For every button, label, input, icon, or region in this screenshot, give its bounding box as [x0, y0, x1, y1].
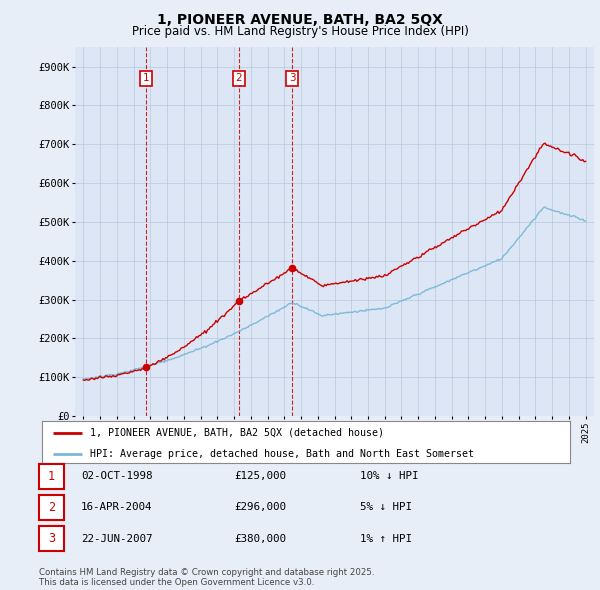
Text: 1% ↑ HPI: 1% ↑ HPI — [360, 534, 412, 543]
Text: HPI: Average price, detached house, Bath and North East Somerset: HPI: Average price, detached house, Bath… — [89, 449, 473, 459]
Text: 1: 1 — [48, 470, 55, 483]
Text: £380,000: £380,000 — [234, 534, 286, 543]
Text: 3: 3 — [48, 532, 55, 545]
Text: £125,000: £125,000 — [234, 471, 286, 481]
Text: 2: 2 — [236, 73, 242, 83]
Text: 1, PIONEER AVENUE, BATH, BA2 5QX: 1, PIONEER AVENUE, BATH, BA2 5QX — [157, 13, 443, 27]
Text: 22-JUN-2007: 22-JUN-2007 — [81, 534, 152, 543]
Text: £296,000: £296,000 — [234, 503, 286, 512]
Text: 02-OCT-1998: 02-OCT-1998 — [81, 471, 152, 481]
Text: Contains HM Land Registry data © Crown copyright and database right 2025.
This d: Contains HM Land Registry data © Crown c… — [39, 568, 374, 587]
Text: 10% ↓ HPI: 10% ↓ HPI — [360, 471, 419, 481]
Text: Price paid vs. HM Land Registry's House Price Index (HPI): Price paid vs. HM Land Registry's House … — [131, 25, 469, 38]
Text: 1, PIONEER AVENUE, BATH, BA2 5QX (detached house): 1, PIONEER AVENUE, BATH, BA2 5QX (detach… — [89, 428, 383, 438]
Text: 1: 1 — [143, 73, 149, 83]
Text: 3: 3 — [289, 73, 295, 83]
Text: 16-APR-2004: 16-APR-2004 — [81, 503, 152, 512]
Text: 2: 2 — [48, 501, 55, 514]
Text: 5% ↓ HPI: 5% ↓ HPI — [360, 503, 412, 512]
